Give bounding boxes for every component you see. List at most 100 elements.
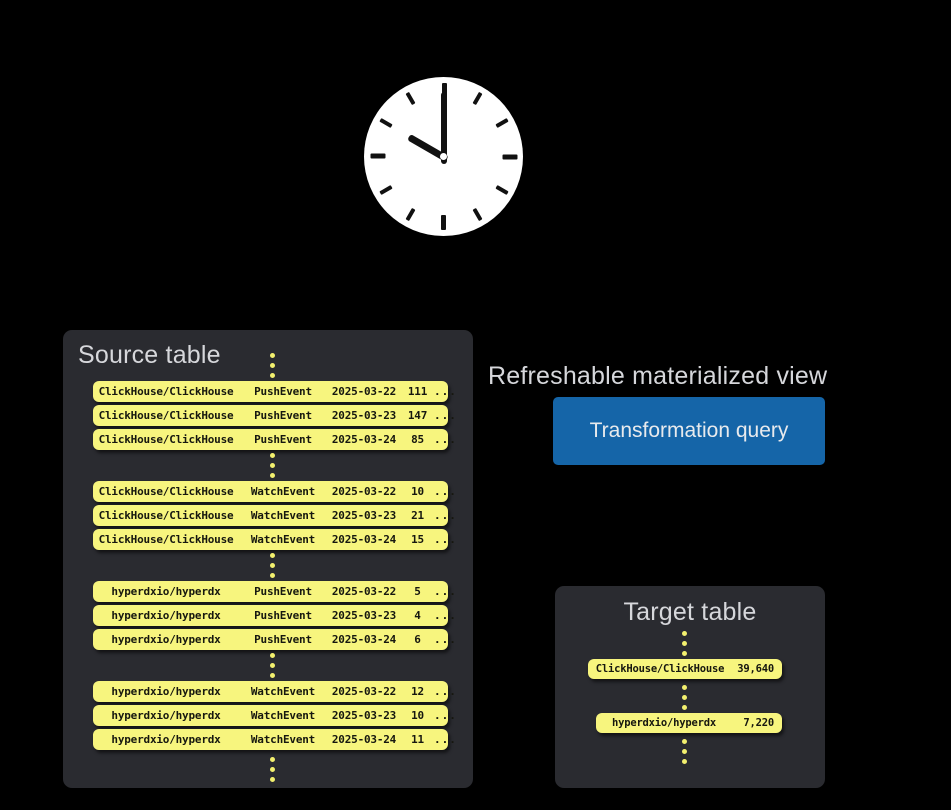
clock-tick-4: [494, 185, 509, 195]
cell-count: 6: [414, 633, 421, 646]
cell-count: 10: [411, 485, 424, 498]
source-table-row: ClickHouse/ClickHouse PushEvent 2025-03-23…: [93, 405, 457, 426]
ellipsis-dot: [270, 573, 275, 578]
materialized-view-title: Refreshable materialized view: [488, 362, 828, 390]
cell-event-type: WatchEvent: [250, 709, 316, 722]
target-table-row: hyperdxio/hyperdx 7,220: [596, 713, 782, 733]
ellipsis-dot: [270, 353, 275, 358]
cell-date: 2025-03-23: [331, 709, 397, 722]
target-row-ellipsis-0: [682, 631, 687, 656]
cell-date: 2025-03-23: [331, 509, 397, 522]
source-table-row: ClickHouse/ClickHouse WatchEvent 2025-03-2…: [93, 529, 457, 550]
cell-event-type: WatchEvent: [250, 685, 316, 698]
clock-tick-5: [472, 207, 482, 222]
source-table-row: ClickHouse/ClickHouse PushEvent 2025-03-24…: [93, 429, 457, 450]
transformation-query-box[interactable]: Transformation query: [553, 397, 825, 465]
cell-event-type: PushEvent: [254, 385, 312, 398]
cell-date: 2025-03-22: [331, 485, 397, 498]
ellipsis-dot: [270, 673, 275, 678]
transformation-query-label: Transformation query: [589, 419, 789, 442]
ellipsis-dot: [682, 739, 687, 744]
cell-repository: ClickHouse/ClickHouse: [98, 409, 234, 422]
cell-date: 2025-03-22: [331, 685, 397, 698]
source-table-row: hyperdxio/hyperdx WatchEvent 2025-03-22 12.…: [93, 681, 457, 702]
cell-more: ...: [434, 533, 457, 546]
cell-event-type: PushEvent: [254, 409, 312, 422]
cell-more: ...: [434, 733, 457, 746]
cell-event-type: PushEvent: [254, 633, 312, 646]
cell-event-type: WatchEvent: [250, 733, 316, 746]
source-table-title: Source table: [78, 341, 221, 369]
clock-tick-9: [370, 153, 385, 159]
ellipsis-dot: [682, 705, 687, 710]
target-row-ellipsis-end: [682, 739, 687, 764]
ellipsis-dot: [270, 563, 275, 568]
cell-event-type: PushEvent: [254, 585, 312, 598]
cell-more: ...: [434, 633, 457, 646]
cell-date: 2025-03-24: [331, 733, 397, 746]
cell-count: 15: [411, 533, 424, 546]
cell-repository: hyperdxio/hyperdx: [111, 709, 221, 722]
clock-tick-12: [441, 83, 447, 98]
ellipsis-dot: [270, 777, 275, 782]
source-table-row: ClickHouse/ClickHouse PushEvent 2025-03-22…: [93, 381, 456, 402]
source-row-ellipsis-0: [270, 353, 275, 378]
cell-repository: hyperdxio/hyperdx: [111, 685, 221, 698]
clock-tick-3: [502, 154, 517, 160]
ellipsis-dot: [682, 651, 687, 656]
cell-repository: ClickHouse/ClickHouse: [595, 663, 725, 675]
ellipsis-dot: [270, 373, 275, 378]
cell-count: 10: [411, 709, 424, 722]
ellipsis-dot: [270, 553, 275, 558]
ellipsis-dot: [270, 767, 275, 772]
cell-more: ...: [434, 709, 457, 722]
source-table-panel: Source table ClickHouse/ClickHouse PushEv…: [63, 330, 473, 788]
cell-more: ...: [434, 685, 457, 698]
cell-more: ...: [434, 609, 457, 622]
cell-count: 5: [414, 585, 421, 598]
cell-count: 4: [414, 609, 421, 622]
cell-total-count: 7,220: [743, 717, 774, 729]
ellipsis-dot: [682, 695, 687, 700]
source-row-ellipsis-2: [270, 553, 275, 578]
target-table-title: Target table: [623, 598, 757, 626]
cell-repository: hyperdxio/hyperdx: [111, 609, 221, 622]
cell-date: 2025-03-23: [331, 609, 397, 622]
source-row-ellipsis-3: [270, 653, 275, 678]
cell-date: 2025-03-23: [331, 409, 397, 422]
clock-tick-2: [494, 118, 509, 128]
source-row-ellipsis-1: [270, 453, 275, 478]
cell-event-type: WatchEvent: [250, 485, 316, 498]
cell-date: 2025-03-22: [331, 385, 397, 398]
ellipsis-dot: [270, 463, 275, 468]
cell-repository: hyperdxio/hyperdx: [111, 733, 221, 746]
clock-face: [364, 77, 523, 236]
source-row-ellipsis-end: [270, 757, 275, 782]
ellipsis-dot: [682, 749, 687, 754]
cell-more: ...: [434, 433, 457, 446]
clock-center-cap: [440, 153, 447, 160]
ellipsis-dot: [682, 759, 687, 764]
cell-date: 2025-03-22: [331, 585, 397, 598]
target-table-panel: Target table ClickHouse/ClickHouse 39,640…: [555, 586, 825, 788]
source-table-row: ClickHouse/ClickHouse WatchEvent 2025-03-2…: [93, 481, 456, 502]
cell-repository: ClickHouse/ClickHouse: [98, 385, 234, 398]
cell-repository: hyperdxio/hyperdx: [111, 585, 221, 598]
clock-tick-7: [405, 207, 415, 222]
cell-more: ...: [434, 409, 457, 422]
cell-total-count: 39,640: [737, 663, 774, 675]
cell-count: 147: [407, 409, 428, 422]
cell-date: 2025-03-24: [331, 433, 397, 446]
source-table-row: hyperdxio/hyperdx PushEvent 2025-03-24 6...: [93, 629, 457, 650]
cell-count: 85: [411, 433, 424, 446]
ellipsis-dot: [270, 453, 275, 458]
cell-more: ...: [434, 509, 457, 522]
cell-more: ...: [434, 585, 457, 598]
cell-event-type: PushEvent: [254, 609, 312, 622]
source-table-row: hyperdxio/hyperdx WatchEvent 2025-03-23 10.…: [93, 705, 457, 726]
ellipsis-dot: [682, 685, 687, 690]
cell-count: 11: [411, 733, 424, 746]
clock-tick-8: [378, 185, 393, 195]
source-table-row: ClickHouse/ClickHouse WatchEvent 2025-03-2…: [93, 505, 457, 526]
